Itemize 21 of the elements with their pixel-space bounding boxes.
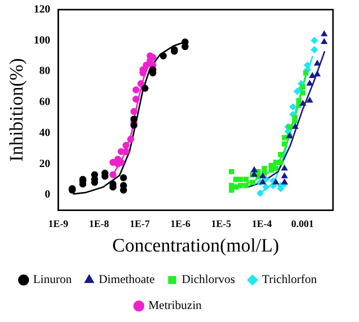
y-tick-label: 40 — [39, 126, 51, 139]
y-tick-label: 0 — [44, 188, 51, 201]
legend-label: Trichlorfon — [262, 272, 317, 286]
x-tick-label: 0.001 — [291, 218, 314, 230]
x-tick-label: 1E-4 — [252, 218, 272, 230]
x-axis-title: Concentration(mol/L) — [112, 236, 280, 257]
y-tick-label: 20 — [39, 158, 51, 170]
legend-label: Metribuzin — [148, 298, 202, 312]
x-tick-label: 1E-5 — [211, 218, 232, 230]
x-tick-label: 1E-7 — [130, 218, 150, 230]
legend-label: Dichlorvos — [182, 272, 236, 286]
x-tick-label: 1E-8 — [89, 218, 110, 230]
y-tick-label: 60 — [39, 96, 51, 108]
y-tick-label: 120 — [34, 3, 51, 16]
x-tick-label: 1E-6 — [170, 218, 190, 230]
y-axis-title: Inhibition(%) — [6, 58, 28, 162]
y-tick-label: 100 — [34, 34, 51, 46]
x-tick-label: 1E-9 — [48, 218, 68, 230]
legend-label: Linuron — [33, 272, 72, 286]
legend-label: Dimethoate — [98, 272, 155, 286]
y-tick-label: 80 — [39, 65, 51, 78]
